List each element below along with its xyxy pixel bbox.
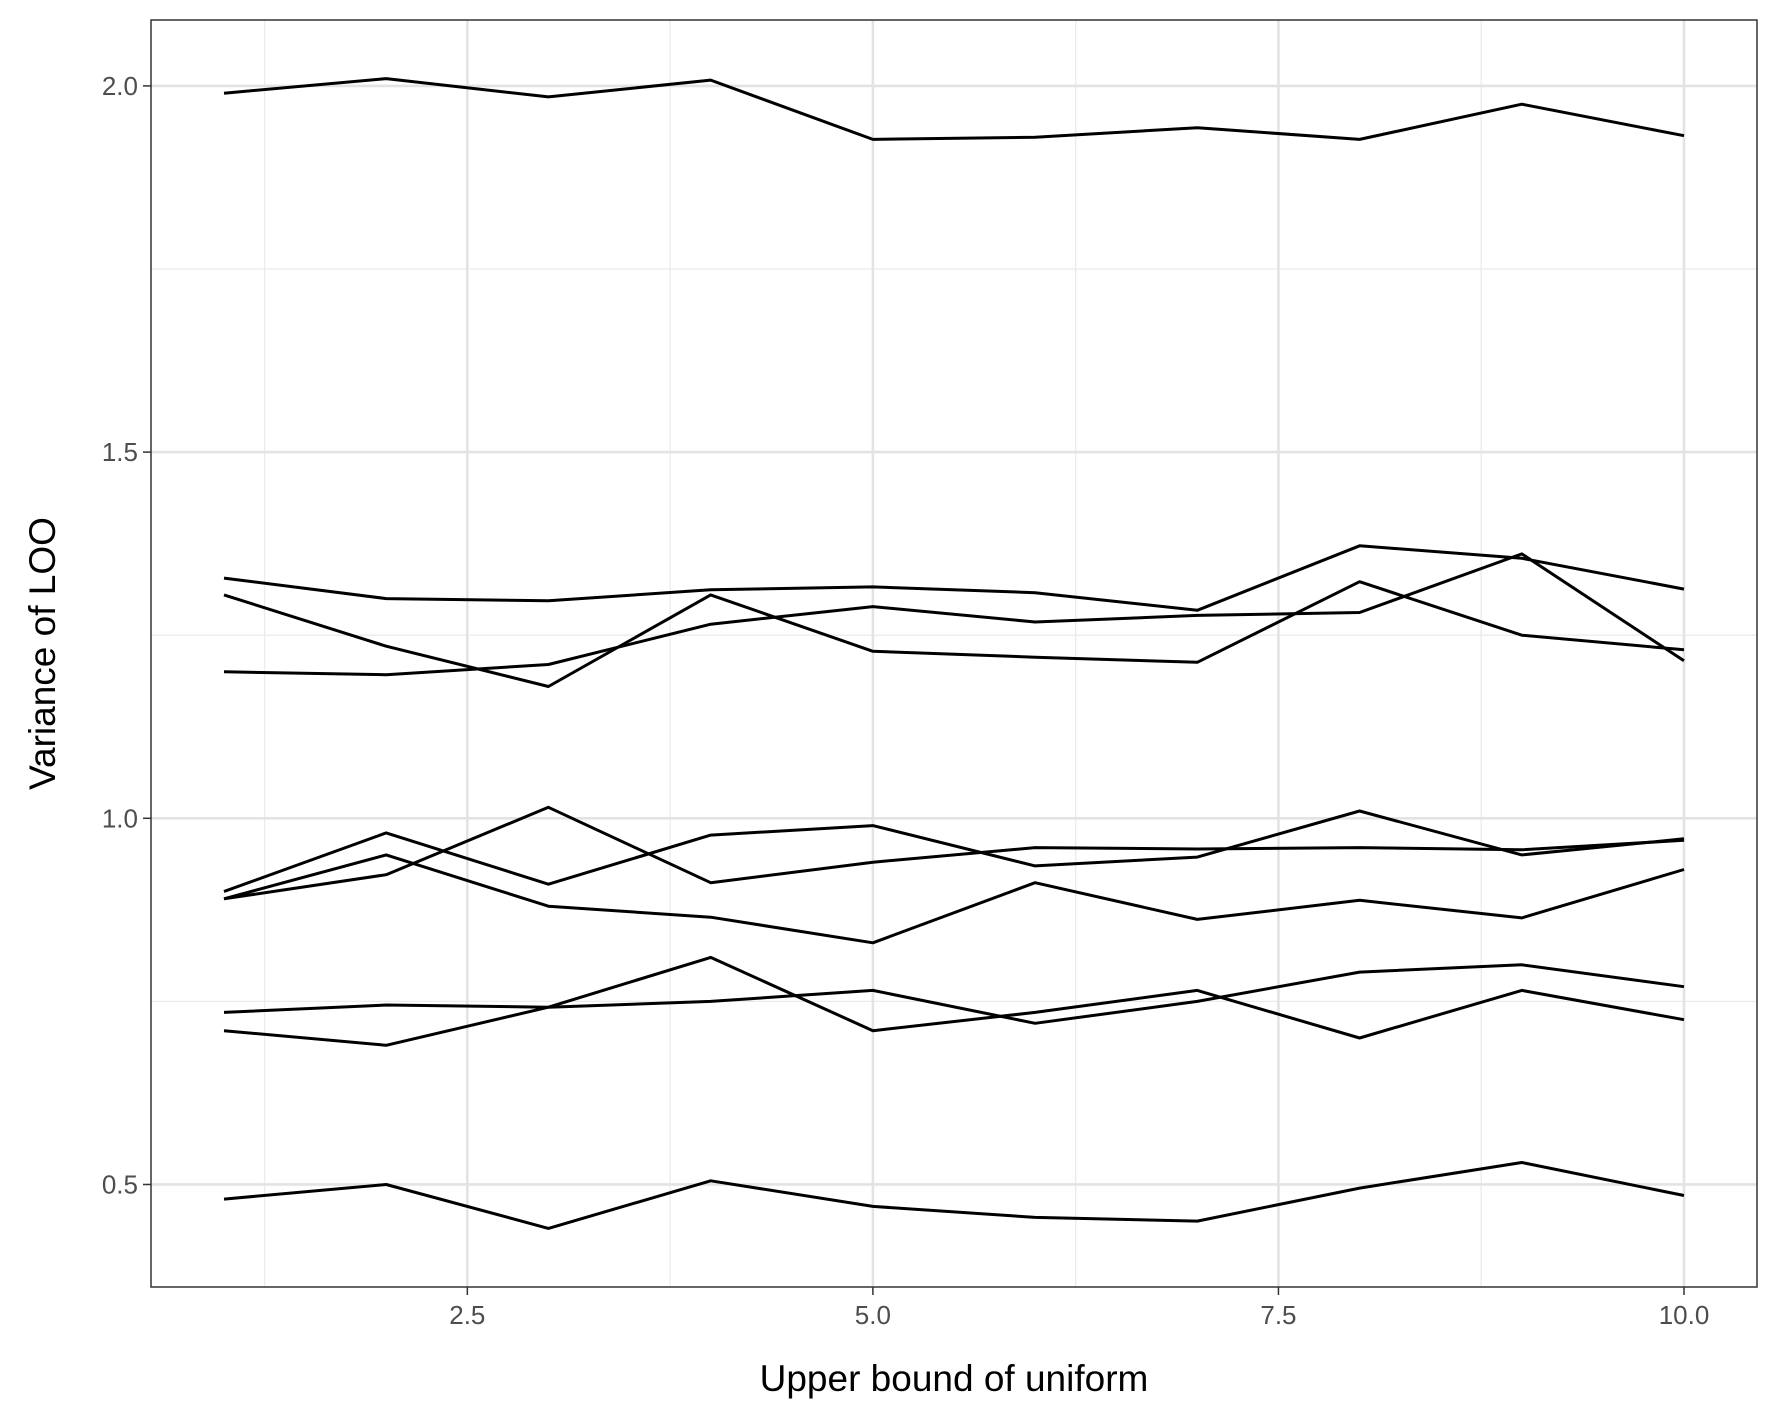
- plot-panel-border: [150, 19, 1758, 1288]
- series-line-2: [223, 544, 1685, 612]
- series-line-3: [223, 580, 1685, 688]
- y-tick-label: 1.0: [102, 803, 138, 833]
- x-axis-title: Upper bound of uniform: [760, 1358, 1149, 1399]
- series-line-6: [223, 805, 1685, 901]
- y-tick-label: 1.5: [102, 437, 138, 467]
- minor-gridlines: [151, 20, 1757, 1287]
- major-gridlines: [151, 20, 1757, 1287]
- series-line-5: [223, 809, 1685, 893]
- series-line-10: [223, 1161, 1685, 1230]
- y-tick-label: 2.0: [102, 71, 138, 101]
- x-tick-label: 2.5: [449, 1300, 485, 1330]
- y-tick-label: 0.5: [102, 1169, 138, 1199]
- series-lines: [223, 77, 1685, 1230]
- x-tick-label: 7.5: [1260, 1300, 1296, 1330]
- y-axis-title: Variance of LOO: [22, 517, 63, 790]
- y-axis: 0.5 1.0 1.5 2.0: [102, 71, 151, 1199]
- series-line-1: [223, 77, 1685, 141]
- series-line-8: [223, 955, 1685, 1040]
- series-line-7: [223, 853, 1685, 945]
- series-line-9: [223, 963, 1685, 1047]
- x-tick-label: 5.0: [855, 1300, 891, 1330]
- series-line-4: [223, 552, 1685, 677]
- x-tick-label: 10.0: [1659, 1300, 1710, 1330]
- x-axis: 2.5 5.0 7.5 10.0: [449, 1287, 1709, 1330]
